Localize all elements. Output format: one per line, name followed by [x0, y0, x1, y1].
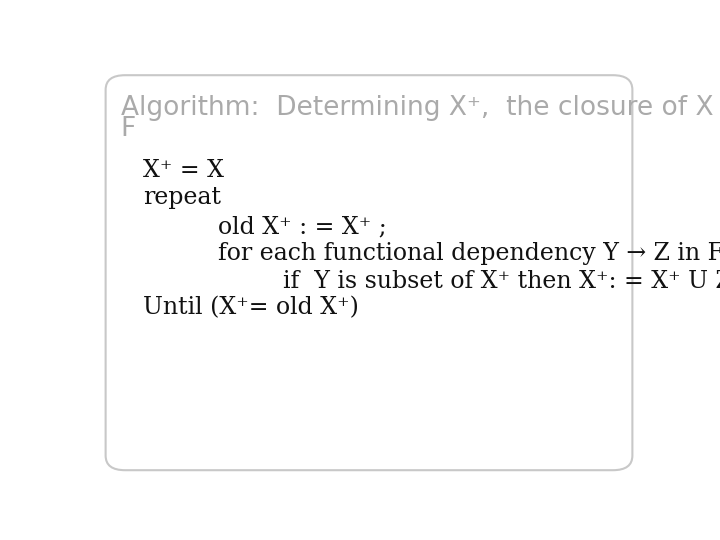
- Text: Until (X⁺= old X⁺): Until (X⁺= old X⁺): [143, 296, 359, 320]
- Text: repeat: repeat: [143, 186, 221, 210]
- Text: if  Y is subset of X⁺ then X⁺: = X⁺ U Z;: if Y is subset of X⁺ then X⁺: = X⁺ U Z;: [282, 269, 720, 293]
- FancyBboxPatch shape: [106, 75, 632, 470]
- Text: for each functional dependency Y → Z in F do: for each functional dependency Y → Z in …: [218, 242, 720, 266]
- Text: X⁺ = X: X⁺ = X: [143, 159, 224, 183]
- Text: old X⁺ : = X⁺ ;: old X⁺ : = X⁺ ;: [218, 215, 387, 239]
- Text: F: F: [121, 116, 136, 142]
- Text: Algorithm:  Determining X⁺,  the closure of X under: Algorithm: Determining X⁺, the closure o…: [121, 96, 720, 122]
